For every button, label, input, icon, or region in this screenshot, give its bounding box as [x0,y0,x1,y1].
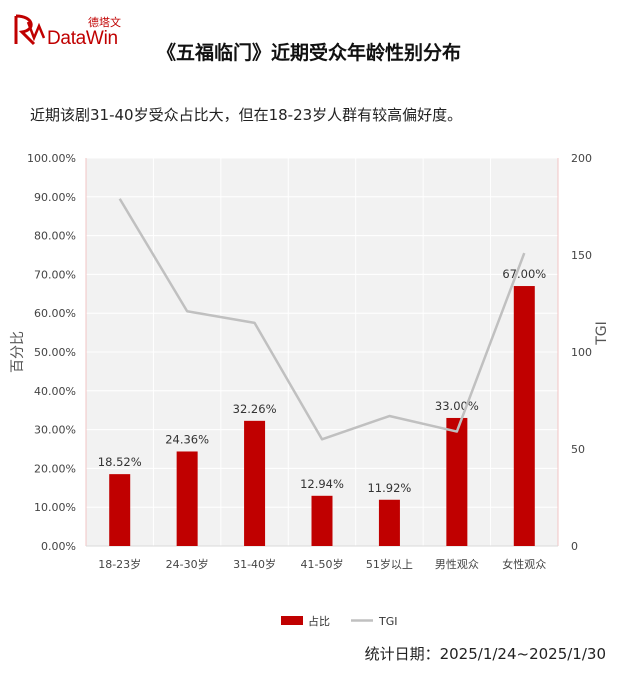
legend-bar-label: 占比 [308,614,330,628]
right-tick-label: 100 [571,346,592,359]
left-tick-label: 90.00% [34,191,76,204]
bar [311,495,333,546]
datawin-logo-mark [14,14,46,46]
right-tick-label: 0 [571,540,578,553]
logo-english-text: DataWin [47,28,118,49]
right-tick-label: 200 [571,152,592,165]
right-tick-label: 50 [571,443,585,456]
x-tick-label: 18-23岁 [98,557,141,571]
bar [378,499,400,546]
left-axis-ticks: 0.00% 10.00% 20.00% 30.00% 40.00% 50.00% 60.00… [27,152,76,553]
right-tick-label: 150 [571,249,592,262]
left-tick-label: 0.00% [41,540,76,553]
bar-value-label: 24.36% [165,432,209,446]
bar-value-label: 11.92% [367,481,411,495]
left-tick-label: 20.00% [34,462,76,475]
bar-series [109,286,535,546]
left-tick-label: 40.00% [34,385,76,398]
bar-value-label: 18.52% [98,455,142,469]
bar [109,474,131,546]
x-tick-label: 51岁以上 [366,557,413,571]
chart-subtitle: 近期该剧31-40岁受众占比大，但在18-23岁人群有较高偏好度。 [30,106,463,124]
logo-chinese-text: 德塔文 [88,16,121,29]
bar [513,286,535,546]
left-tick-label: 80.00% [34,230,76,243]
bar-value-label: 33.00% [435,399,479,413]
datawin-logo: 德塔文 DataWin [12,10,132,50]
chart-title: 《五福临门》近期受众年龄性别分布 [156,42,461,64]
right-axis-ticks: 0 50 100 150 200 [571,152,592,553]
left-tick-label: 50.00% [34,346,76,359]
bar-value-label: 32.26% [233,402,277,416]
bar [176,451,198,546]
bar [244,420,266,546]
x-tick-label: 41-50岁 [301,557,344,571]
x-axis-ticks: 18-23岁 24-30岁 31-40岁 41-50岁 51岁以上 男性观众 女性观众 [98,557,546,571]
left-tick-label: 30.00% [34,424,76,437]
left-tick-label: 100.00% [27,152,76,165]
legend-bar-swatch [281,616,303,625]
bar-value-label: 12.94% [300,477,344,491]
right-axis-title: TGI [594,321,610,346]
legend: 占比 TGI [281,614,398,628]
tgi-line [118,198,526,441]
x-tick-label: 男性观众 [435,557,479,571]
left-tick-label: 10.00% [34,501,76,514]
left-tick-label: 60.00% [34,307,76,320]
legend-line-label: TGI [378,615,398,628]
x-tick-label: 24-30岁 [166,557,209,571]
left-tick-label: 70.00% [34,268,76,281]
x-tick-label: 女性观众 [502,557,546,571]
bar-value-label: 67.00% [502,267,546,281]
tgi-line-series [118,198,526,441]
bar [446,417,468,546]
statistics-date: 统计日期：2025/1/24~2025/1/30 [364,645,606,663]
gridlines [85,157,559,547]
left-axis-title: 百分比 [10,331,26,373]
x-tick-label: 31-40岁 [233,557,276,571]
